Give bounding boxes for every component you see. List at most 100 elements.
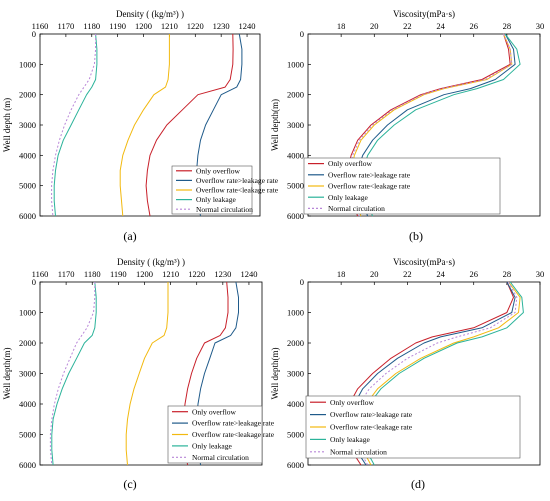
legend-label: Normal circulation	[328, 204, 385, 213]
legend: Only overflow Overflow rate>leakage rate O…	[305, 395, 521, 459]
legend-label: Normal circulation	[330, 447, 387, 456]
legend: Only overflow Overflow rate>leakage rate O…	[167, 405, 275, 464]
x-tick-label: 24	[436, 269, 445, 279]
x-tick-label: 26	[469, 269, 478, 279]
series-line-3	[119, 34, 170, 217]
y-tick-label: 3000	[19, 120, 36, 130]
y-tick-label: 2000	[287, 338, 304, 348]
legend-label: Overflow rate<leakage rate	[196, 186, 279, 195]
legend-label: Overflow rate<leakage rate	[192, 430, 275, 439]
legend-label: Only overflow	[330, 398, 375, 407]
legend-label: Normal circulation	[196, 205, 253, 214]
x-tick-label: 26	[469, 21, 478, 31]
y-tick-label: 4000	[287, 399, 304, 409]
series-line-3	[125, 282, 169, 466]
legend-label: Only overflow	[196, 166, 241, 175]
series-line-5	[353, 281, 518, 466]
legend-label: Only overflow	[328, 159, 373, 168]
y-tick-label: 5000	[19, 181, 36, 191]
series-line-5	[51, 34, 97, 217]
legend-label: Overflow rate>leakage rate	[330, 410, 413, 419]
chart-panel-a: 1160 1170 1180 1190 1200 1210 1220 1230 1240 0 100…	[2, 9, 279, 243]
y-tick-label: 5000	[287, 430, 304, 440]
legend-label: Only leakage	[192, 442, 232, 451]
x-tick-label: 18	[337, 21, 346, 31]
legend-label: Overflow rate>leakage rate	[196, 176, 279, 185]
legend-label: Normal circulation	[192, 453, 249, 462]
chart-panel-b: 18 20 22 24 26 28 30 0 1000 2000 3000 4000 5000 6000 V…	[270, 9, 544, 243]
x-tick-label: 1180	[84, 269, 101, 279]
x-tick-label: 1210	[162, 269, 179, 279]
x-tick-label: 22	[403, 269, 412, 279]
legend-label: Only overflow	[192, 407, 237, 416]
y-tick-label: 0	[300, 277, 304, 287]
y-axis-title: Well depth(m)	[270, 99, 280, 151]
x-tick-label: 20	[370, 269, 379, 279]
y-tick-label: 6000	[287, 460, 304, 470]
y-axis-title: Well depth (m)	[2, 98, 12, 152]
x-axis-title: Viscosity(mPa·s)	[393, 9, 455, 19]
y-tick-label: 1000	[287, 59, 304, 69]
y-tick-label: 0	[32, 29, 36, 39]
x-tick-label: 1240	[240, 269, 257, 279]
y-tick-label: 6000	[19, 211, 36, 221]
x-tick-label: 1190	[110, 269, 127, 279]
y-tick-label: 3000	[287, 369, 304, 379]
x-tick-label: 1220	[187, 21, 204, 31]
y-axis-title: Well depth(m)	[270, 347, 280, 399]
y-tick-label: 4000	[19, 399, 36, 409]
x-axis-title: Density ( (kg/m³) )	[117, 257, 185, 267]
y-tick-label: 3000	[19, 369, 36, 379]
x-tick-label: 1200	[135, 21, 152, 31]
x-tick-label: 20	[370, 21, 379, 31]
y-tick-label: 0	[32, 277, 36, 287]
x-tick-label: 1170	[58, 269, 75, 279]
y-tick-label: 4000	[287, 150, 304, 160]
y-tick-label: 5000	[19, 430, 36, 440]
y-axis-title: Well depth(m)	[2, 347, 12, 399]
x-tick-label: 24	[436, 21, 445, 31]
x-tick-label: 1230	[214, 269, 231, 279]
legend-label: Overflow rate<leakage rate	[328, 182, 411, 191]
x-axis-title: Viscosity(mPa·s)	[393, 257, 455, 267]
series-line-5	[49, 282, 96, 466]
y-tick-label: 1000	[19, 308, 36, 318]
chart-panel-d: 18 20 22 24 26 28 30 0 1000 2000 3000 4000 5000 6000 V…	[270, 257, 544, 491]
x-tick-label: 28	[503, 269, 512, 279]
y-tick-label: 5000	[287, 181, 304, 191]
legend-box	[305, 395, 521, 459]
x-tick-label: 30	[536, 269, 545, 279]
x-tick-label: 28	[503, 21, 512, 31]
legend-label: Overflow rate>leakage rate	[192, 419, 275, 428]
y-tick-label: 6000	[287, 211, 304, 221]
y-tick-label: 6000	[19, 460, 36, 470]
legend-label: Only leakage	[330, 435, 370, 444]
chart-panel-c: 1160 1170 1180 1190 1200 1210 1220 1230 1240 0 100…	[2, 257, 275, 491]
x-tick-label: 1240	[239, 21, 256, 31]
y-tick-label: 2000	[19, 338, 36, 348]
x-tick-label: 1160	[32, 21, 49, 31]
x-tick-label: 1210	[161, 21, 178, 31]
series-line-1	[145, 33, 234, 217]
series-line-4	[53, 33, 98, 217]
x-tick-label: 1220	[188, 269, 205, 279]
y-tick-label: 3000	[287, 120, 304, 130]
y-tick-label: 4000	[19, 150, 36, 160]
y-tick-label: 2000	[19, 90, 36, 100]
x-tick-label: 18	[337, 269, 346, 279]
x-tick-label: 1200	[136, 269, 153, 279]
y-tick-label: 1000	[19, 59, 36, 69]
legend-label: Only leakage	[196, 195, 236, 204]
panel-caption: (b)	[409, 229, 423, 243]
series-line-5	[348, 33, 513, 217]
panel-caption: (c)	[123, 477, 136, 491]
legend-box	[303, 157, 501, 215]
x-tick-label: 1230	[213, 21, 230, 31]
panel-caption: (a)	[123, 229, 136, 243]
x-tick-label: 22	[403, 21, 412, 31]
x-axis-title: Density ( (kg/m³) )	[116, 9, 184, 19]
series-line-4	[51, 281, 97, 466]
